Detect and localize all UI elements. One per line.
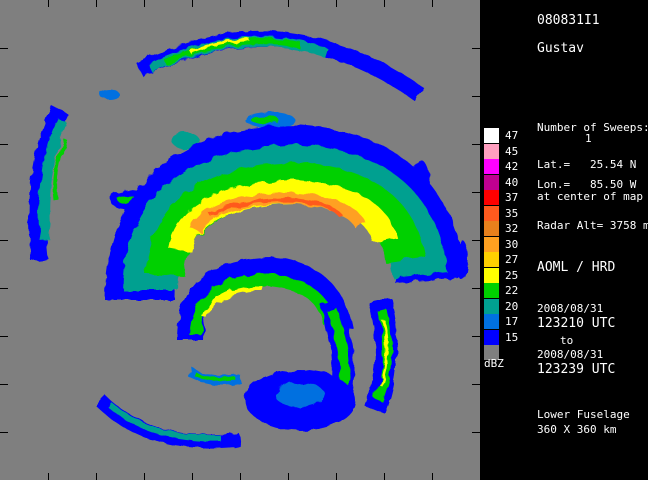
radar-echo-image xyxy=(28,30,468,449)
legend-label: 32 xyxy=(505,222,519,235)
radar-altitude: Radar Alt= 3758 m xyxy=(537,219,648,232)
legend-label: 37 xyxy=(505,191,519,204)
legend-label: 25 xyxy=(505,269,519,282)
legend-unit: dBZ xyxy=(484,357,504,370)
storm-name: Gustav xyxy=(537,41,584,56)
lat-label: Lat.= xyxy=(537,158,571,171)
legend-swatch xyxy=(484,190,499,205)
sweeps-value: 1 xyxy=(585,132,592,145)
legend-swatch xyxy=(484,144,499,159)
legend-swatch xyxy=(484,252,499,267)
legend-label: 20 xyxy=(505,300,519,313)
radar-map xyxy=(0,0,480,480)
end-date: 2008/08/31 xyxy=(537,348,604,361)
legend-swatch xyxy=(484,221,499,236)
legend-label: 47 xyxy=(505,129,519,142)
legend-swatch xyxy=(484,237,499,252)
legend-swatch xyxy=(484,159,499,174)
lon-label: Lon.= xyxy=(537,178,571,191)
lon-value: 85.50 W xyxy=(590,178,637,191)
legend-swatch xyxy=(484,128,499,143)
to-word: to xyxy=(560,334,574,347)
center-note: at center of map xyxy=(537,190,643,203)
map-extent: 360 X 360 km xyxy=(537,423,617,436)
legend-label: 30 xyxy=(505,238,519,251)
legend-label: 35 xyxy=(505,207,519,220)
sweeps-label: Number of Sweeps: xyxy=(537,121,648,134)
legend-swatch xyxy=(484,345,499,360)
legend-label: 15 xyxy=(505,331,519,344)
legend-label: 45 xyxy=(505,145,519,158)
legend-label: 27 xyxy=(505,253,519,266)
start-time: 123210 UTC xyxy=(537,316,616,331)
lat-value: 25.54 N xyxy=(590,158,637,171)
legend-swatch xyxy=(484,268,499,283)
legend-swatch xyxy=(484,299,499,314)
legend-label: 42 xyxy=(505,160,519,173)
storm-id: 080831I1 xyxy=(537,13,600,28)
legend-label: 40 xyxy=(505,176,519,189)
start-date: 2008/08/31 xyxy=(537,302,604,315)
legend-label: 22 xyxy=(505,284,519,297)
radar-type: Lower Fuselage xyxy=(537,408,630,421)
legend-swatch xyxy=(484,175,499,190)
legend-swatch xyxy=(484,330,499,345)
legend-swatch xyxy=(484,206,499,221)
legend-swatch xyxy=(484,314,499,329)
organization: AOML / HRD xyxy=(537,260,616,275)
legend-label: 17 xyxy=(505,315,519,328)
legend-swatch xyxy=(484,283,499,298)
end-time: 123239 UTC xyxy=(537,362,616,377)
